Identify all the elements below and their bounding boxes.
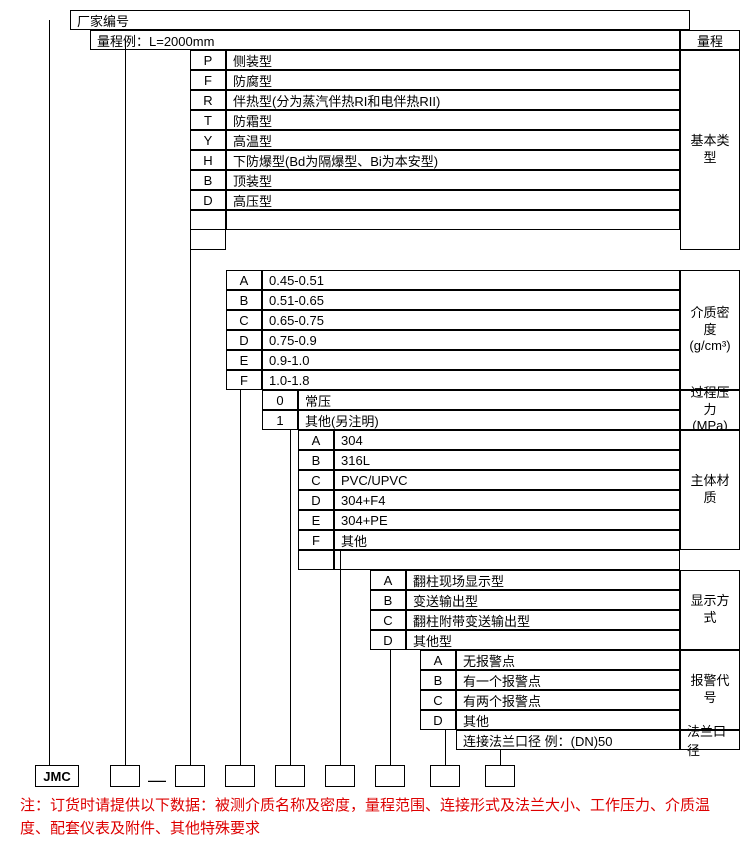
blank-cell xyxy=(298,550,334,570)
blank-cell xyxy=(190,230,226,250)
code-cell: D xyxy=(298,490,334,510)
code-cell: C xyxy=(226,310,262,330)
code-cell xyxy=(190,210,226,230)
blank-cell xyxy=(334,550,680,570)
section-label: 基本类型 xyxy=(680,50,740,250)
footnote: 注：订货时请提供以下数据：被测介质名称及密度，量程范围、连接形式及法兰大小、工作… xyxy=(20,795,730,840)
section-label: 显示方式 xyxy=(680,570,740,650)
code-cell: C xyxy=(420,690,456,710)
code-cell: R xyxy=(190,90,226,110)
desc-cell: 伴热型(分为蒸汽伴热RI和电伴热RII) xyxy=(226,90,680,110)
bottom-box xyxy=(175,765,205,787)
desc-cell: 有一个报警点 xyxy=(456,670,680,690)
section-label: 过程压力 (MPa) xyxy=(680,390,740,430)
vline xyxy=(125,40,126,765)
desc-cell: 304+F4 xyxy=(334,490,680,510)
desc-cell: 其他 xyxy=(334,530,680,550)
code-cell: A xyxy=(420,650,456,670)
bottom-box xyxy=(375,765,405,787)
code-cell: E xyxy=(226,350,262,370)
code-cell: T xyxy=(190,110,226,130)
desc-cell: 无报警点 xyxy=(456,650,680,670)
desc-cell: 其他型 xyxy=(406,630,680,650)
desc-cell: 316L xyxy=(334,450,680,470)
bottom-box: JMC xyxy=(35,765,79,787)
desc-cell: 防霜型 xyxy=(226,110,680,130)
code-cell: A xyxy=(370,570,406,590)
desc-cell xyxy=(226,210,680,230)
code-cell: B xyxy=(370,590,406,610)
vline xyxy=(390,650,391,765)
desc-cell: 其他 xyxy=(456,710,680,730)
vline xyxy=(445,730,446,765)
bottom-box xyxy=(110,765,140,787)
code-cell: F xyxy=(298,530,334,550)
desc-cell: 变送输出型 xyxy=(406,590,680,610)
desc-cell: 0.65-0.75 xyxy=(262,310,680,330)
bottom-box xyxy=(225,765,255,787)
code-cell: D xyxy=(420,710,456,730)
dash: — xyxy=(145,770,169,790)
section-label: 介质密度 (g/cm³) xyxy=(680,270,740,390)
vline xyxy=(340,550,341,765)
code-cell: B xyxy=(420,670,456,690)
bottom-box xyxy=(485,765,515,787)
desc-cell: 0.9-1.0 xyxy=(262,350,680,370)
desc-cell: 高温型 xyxy=(226,130,680,150)
vline xyxy=(290,430,291,765)
flange-label: 法兰口径 xyxy=(680,730,740,750)
header-range: 量程例：L=2000mm xyxy=(90,30,680,50)
desc-cell: 侧装型 xyxy=(226,50,680,70)
desc-cell: 高压型 xyxy=(226,190,680,210)
code-cell: A xyxy=(226,270,262,290)
desc-cell: 顶装型 xyxy=(226,170,680,190)
code-cell: F xyxy=(226,370,262,390)
code-cell: C xyxy=(298,470,334,490)
bottom-box xyxy=(325,765,355,787)
code-cell: P xyxy=(190,50,226,70)
code-cell: D xyxy=(226,330,262,350)
header-range-label: 量程 xyxy=(680,30,740,50)
desc-cell: 1.0-1.8 xyxy=(262,370,680,390)
header-vendor: 厂家编号 xyxy=(70,10,690,30)
desc-cell: 常压 xyxy=(298,390,680,410)
vline xyxy=(49,20,50,765)
desc-cell: 其他(另注明) xyxy=(298,410,680,430)
code-cell: Y xyxy=(190,130,226,150)
code-cell: B xyxy=(298,450,334,470)
bottom-box xyxy=(430,765,460,787)
vline xyxy=(240,390,241,765)
code-cell: A xyxy=(298,430,334,450)
code-cell: B xyxy=(190,170,226,190)
code-cell: H xyxy=(190,150,226,170)
desc-cell: 304 xyxy=(334,430,680,450)
desc-cell: 防腐型 xyxy=(226,70,680,90)
vline xyxy=(500,750,501,765)
code-cell: C xyxy=(370,610,406,630)
desc-cell: 下防爆型(Bd为隔爆型、Bi为本安型) xyxy=(226,150,680,170)
code-cell: 0 xyxy=(262,390,298,410)
code-cell: 1 xyxy=(262,410,298,430)
bottom-box xyxy=(275,765,305,787)
desc-cell: 有两个报警点 xyxy=(456,690,680,710)
code-cell: B xyxy=(226,290,262,310)
code-cell: E xyxy=(298,510,334,530)
flange-desc: 连接法兰口径 例：(DN)50 xyxy=(456,730,680,750)
vline xyxy=(190,230,191,765)
desc-cell: 0.45-0.51 xyxy=(262,270,680,290)
code-cell: F xyxy=(190,70,226,90)
desc-cell: 0.75-0.9 xyxy=(262,330,680,350)
code-cell: D xyxy=(190,190,226,210)
desc-cell: 翻柱附带变送输出型 xyxy=(406,610,680,630)
desc-cell: 304+PE xyxy=(334,510,680,530)
desc-cell: 翻柱现场显示型 xyxy=(406,570,680,590)
desc-cell: PVC/UPVC xyxy=(334,470,680,490)
section-label: 主体材质 xyxy=(680,430,740,550)
code-cell: D xyxy=(370,630,406,650)
section-label: 报警代号 xyxy=(680,650,740,730)
spec-diagram: 厂家编号量程例：L=2000mm量程P侧装型F防腐型R伴热型(分为蒸汽伴热RI和… xyxy=(10,10,740,835)
desc-cell: 0.51-0.65 xyxy=(262,290,680,310)
